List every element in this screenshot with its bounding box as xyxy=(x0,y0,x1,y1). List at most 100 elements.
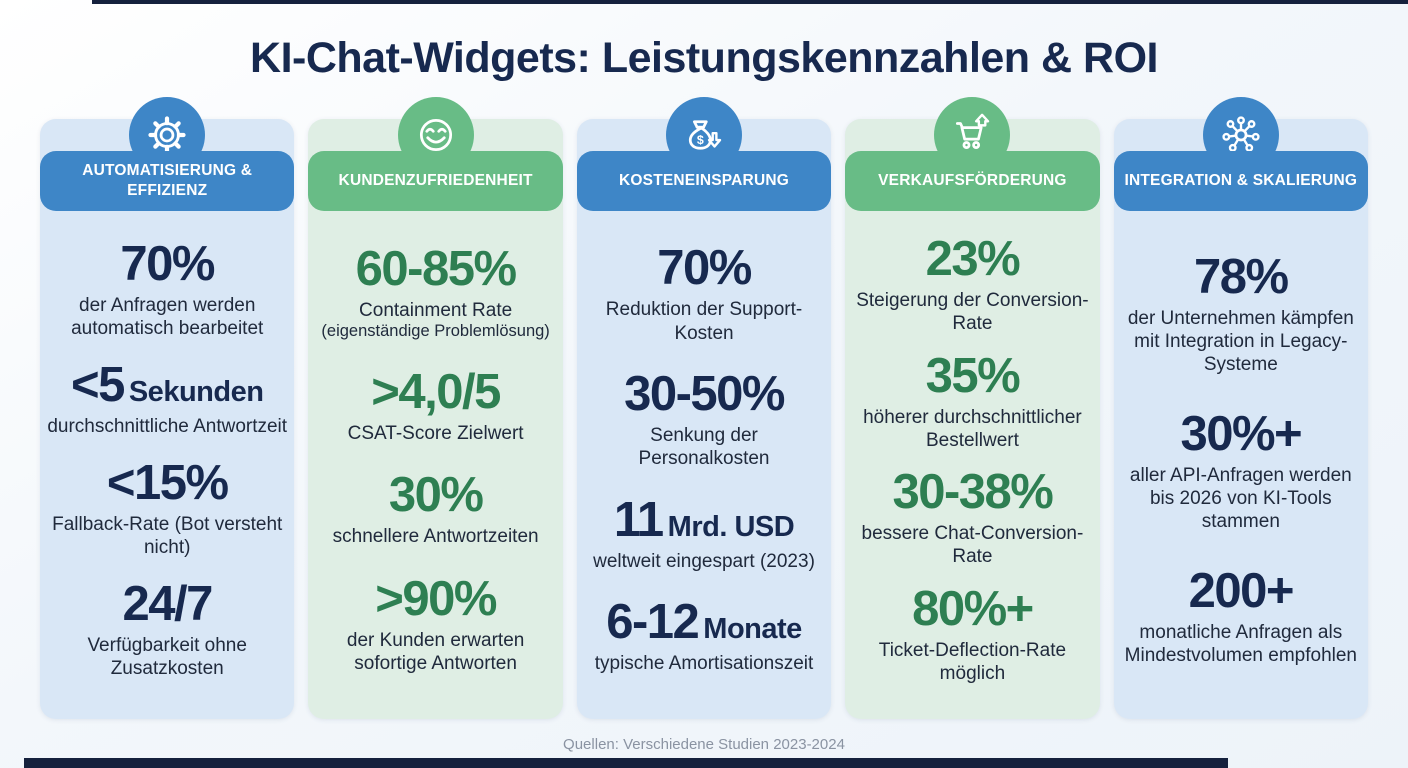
stat-value: <15% xyxy=(46,455,288,510)
column-header: INTEGRATION & SKALIERUNG xyxy=(1113,151,1369,211)
stat-value: 23% xyxy=(851,235,1093,284)
stat-label: Reduktion der Support-Kosten xyxy=(605,299,803,344)
stat-label: Fallback-Rate (Bot versteht nicht) xyxy=(52,513,283,558)
column-header: KUNDENZUFRIEDENHEIT xyxy=(308,151,563,211)
stat-label: der Kunden erwarten sofortige Antworten xyxy=(346,629,525,674)
stat-label: aller API-Anfragen werden bis 2026 von K… xyxy=(1129,464,1352,533)
stat-item: 24/7 Verfügbarkeit ohne Zusatzkosten xyxy=(46,576,288,680)
stat-value: >4,0/5 xyxy=(314,368,556,417)
stats-list: 23% Steigerung der Conversion-Rate 35% höhe… xyxy=(845,211,1099,719)
stat-item: >4,0/5 CSAT-Score Zielwert xyxy=(314,368,556,445)
stat-unit: Sekunden xyxy=(128,375,264,408)
stat-label: typische Amortisationszeit xyxy=(594,653,814,675)
stat-value: <5 Sekunden xyxy=(46,357,288,412)
sources-note: Quellen: Verschiedene Studien 2023-2024 xyxy=(563,736,845,753)
stats-list: 60-85% Containment Rate (eigenständige Pro… xyxy=(308,211,562,719)
stat-label: CSAT-Score Zielwert xyxy=(347,423,524,445)
stat-number: >4,0/5 xyxy=(371,365,501,420)
top-edge-strip xyxy=(92,0,1408,4)
stat-label: Verfügbarkeit ohne Zusatzkosten xyxy=(87,634,247,680)
stat-item: 6-12 Monate typische Amortisationszeit xyxy=(583,598,825,675)
stat-item: 30%+ aller API-Anfragen werden bis 2026 v… xyxy=(1120,406,1362,534)
stat-value: 24/7 xyxy=(46,576,288,631)
stat-number: 70% xyxy=(120,236,215,291)
metric-column-3: $ KOSTENEINSPARUNG 70% Reduktion der Suppor… xyxy=(576,97,832,719)
stat-label: Containment Rate xyxy=(359,300,513,322)
stat-unit: Monate xyxy=(703,613,802,646)
column-header: VERKAUFSFÖRDERUNG xyxy=(845,151,1100,211)
stat-item: 80%+ Ticket-Deflection-Rate möglich xyxy=(851,581,1093,685)
stat-item: >90% der Kunden erwarten sofortige Antwor… xyxy=(314,571,556,675)
stats-list: 70% der Anfragen werden automatisch bearb… xyxy=(40,211,294,719)
stat-item: 23% Steigerung der Conversion-Rate xyxy=(851,235,1093,335)
stat-value: 11 Mrd. USD xyxy=(583,492,825,547)
bottom-edge-strip xyxy=(24,758,1228,768)
stat-value: 30-50% xyxy=(583,370,825,419)
stat-number: 200+ xyxy=(1188,564,1295,618)
stat-item: 30-50% Senkung der Personalkosten xyxy=(583,370,825,470)
stat-label: bessere Chat-Conversion-Rate xyxy=(861,523,1084,568)
stat-number: 11 xyxy=(613,492,664,547)
stat-unit: Mrd. USD xyxy=(667,510,795,543)
metric-column-5: INTEGRATION & SKALIERUNG 78% der Unternehm… xyxy=(1113,97,1369,719)
metric-card: INTEGRATION & SKALIERUNG 78% der Unternehm… xyxy=(1113,97,1369,719)
stat-item: 60-85% Containment Rate (eigenständige Pro… xyxy=(314,245,556,342)
stat-number: 35% xyxy=(925,348,1021,403)
stat-number: 23% xyxy=(925,232,1021,287)
stat-number: <5 xyxy=(70,357,125,412)
stat-value: >90% xyxy=(314,571,556,626)
metric-column-4: VERKAUFSFÖRDERUNG 23% Steigerung der Conve… xyxy=(845,97,1100,719)
stat-number: 80%+ xyxy=(912,581,1034,636)
column-header: KOSTENEINSPARUNG xyxy=(576,151,832,211)
stat-item: 70% Reduktion der Support-Kosten xyxy=(583,244,825,344)
stat-item: 30% schnellere Antwortzeiten xyxy=(314,471,556,548)
metric-card: VERKAUFSFÖRDERUNG 23% Steigerung der Conve… xyxy=(845,97,1100,719)
stat-label: höherer durchschnittlicher Bestellwert xyxy=(863,406,1082,451)
stat-number: 24/7 xyxy=(122,576,214,631)
stat-label: monatliche Anfragen als Mindestvolumen e… xyxy=(1124,622,1357,667)
stats-list: 70% Reduktion der Support-Kosten 30-50% Sen… xyxy=(577,211,831,719)
stat-item: 78% der Unternehmen kämpfen mit Integrati… xyxy=(1120,252,1362,377)
stat-label: der Anfragen werden automatisch bearbeit… xyxy=(71,294,264,339)
stat-value: 70% xyxy=(583,244,825,293)
stat-value: 35% xyxy=(851,348,1093,403)
stat-number: <15% xyxy=(106,455,229,510)
stat-number: >90% xyxy=(375,571,497,626)
stat-value: 30%+ xyxy=(1120,406,1362,461)
stats-list: 78% der Unternehmen kämpfen mit Integrati… xyxy=(1114,211,1368,719)
stat-value: 80%+ xyxy=(851,581,1093,636)
metric-column-2: KUNDENZUFRIEDENHEIT 60-85% Containment Rat… xyxy=(308,97,563,719)
stat-number: 30-38% xyxy=(892,465,1053,520)
stat-number: 30-50% xyxy=(624,367,785,422)
stat-value: 30% xyxy=(314,471,556,520)
stat-value: 60-85% xyxy=(314,245,556,294)
stat-value: 78% xyxy=(1120,252,1362,302)
stat-number: 30% xyxy=(388,468,484,523)
stat-value: 30-38% xyxy=(851,468,1093,517)
stat-value: 200+ xyxy=(1120,567,1362,616)
metric-column-1: AUTOMATISIERUNG & EFFIZIENZ 70% der Anfrag… xyxy=(40,97,295,719)
stat-label: durchschnittliche Antwortzeit xyxy=(47,415,288,437)
stat-value: 6-12 Monate xyxy=(583,598,825,647)
stat-item: 200+ monatliche Anfragen als Mindestvolum… xyxy=(1120,567,1362,667)
svg-text:$: $ xyxy=(697,133,704,147)
stat-label: Steigerung der Conversion-Rate xyxy=(856,290,1089,335)
stat-item: <5 Sekunden durchschnittliche Antwortzeit xyxy=(46,357,288,438)
stat-label: weltweit eingespart (2023) xyxy=(593,550,815,572)
metric-card: AUTOMATISIERUNG & EFFIZIENZ 70% der Anfrag… xyxy=(40,97,295,719)
stat-sublabel: (eigenständige Problemlösung) xyxy=(321,322,550,341)
stat-label: Senkung der Personalkosten xyxy=(638,425,770,470)
stat-value: 70% xyxy=(46,236,288,291)
stat-number: 30%+ xyxy=(1180,406,1302,461)
stat-label: Ticket-Deflection-Rate möglich xyxy=(878,639,1067,684)
stat-label: schnellere Antwortzeiten xyxy=(332,526,539,548)
metric-card: KUNDENZUFRIEDENHEIT 60-85% Containment Rat… xyxy=(308,97,563,719)
stat-item: 35% höherer durchschnittlicher Bestellwer… xyxy=(851,348,1093,452)
stat-label: der Unternehmen kämpfen mit Integration … xyxy=(1127,307,1354,375)
stat-item: 30-38% bessere Chat-Conversion-Rate xyxy=(851,468,1093,568)
stat-item: <15% Fallback-Rate (Bot versteht nicht) xyxy=(46,455,288,559)
stat-number: 60-85% xyxy=(355,242,517,297)
stat-item: 70% der Anfragen werden automatisch bearb… xyxy=(46,236,288,340)
stat-number: 70% xyxy=(657,241,752,296)
page-title: KI-Chat-Widgets: Leistungskennzahlen & R… xyxy=(250,34,1158,82)
